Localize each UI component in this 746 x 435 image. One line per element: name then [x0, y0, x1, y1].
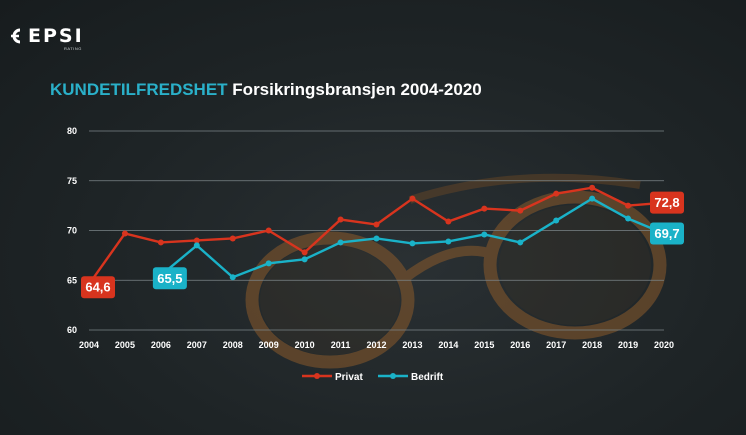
value-callouts: 64,6 72,8 65,5 69,7	[81, 191, 684, 299]
data-point-bedrift	[409, 240, 416, 247]
x-tick-label: 2015	[474, 340, 494, 350]
callout-box-privat-end	[650, 191, 684, 214]
data-point-privat	[409, 195, 416, 202]
y-tick-label: 70	[67, 226, 77, 236]
x-tick-label: 2019	[618, 340, 638, 350]
series-group	[86, 184, 667, 288]
data-point-bedrift	[517, 239, 524, 246]
x-axis: 2004 2005 2006 2007 2008 2009 2010 2011 2012 2013…	[79, 340, 674, 350]
data-point-privat	[517, 207, 524, 214]
data-point-bedrift	[337, 239, 344, 246]
x-tick-label: 2013	[402, 340, 422, 350]
x-tick-label: 2010	[295, 340, 315, 350]
data-point-privat	[157, 239, 164, 246]
chart-title-rest: Forsikringsbransjen 2004-2020	[232, 80, 482, 99]
data-point-bedrift	[265, 260, 272, 267]
x-tick-label: 2009	[259, 340, 279, 350]
data-point-privat	[193, 237, 200, 244]
data-point-bedrift	[625, 215, 632, 222]
data-point-privat	[589, 184, 596, 191]
x-tick-label: 2005	[115, 340, 135, 350]
data-point-bedrift	[553, 217, 560, 224]
data-point-privat	[301, 249, 308, 256]
callout-box-bedrift-end	[650, 222, 684, 245]
data-point-privat	[481, 205, 488, 212]
x-tick-label: 2018	[582, 340, 602, 350]
callout-box-privat-start	[81, 276, 115, 299]
epsi-logo: EPSI RATING	[8, 25, 84, 51]
legend-marker-privat	[314, 373, 320, 379]
data-point-bedrift	[229, 274, 236, 281]
data-point-bedrift	[301, 256, 308, 263]
chart-title: KUNDETILFREDSHET Forsikringsbransjen 200…	[50, 80, 482, 100]
callout-label-bedrift-end: 69,7	[654, 226, 679, 241]
logo-icon	[11, 28, 21, 44]
data-point-bedrift	[373, 235, 380, 242]
data-point-privat	[553, 190, 560, 197]
legend-marker-bedrift	[390, 373, 396, 379]
data-point-privat	[265, 227, 272, 234]
data-point-privat	[121, 230, 128, 237]
callout-label-privat-start: 64,6	[85, 280, 110, 295]
x-tick-label: 2004	[79, 340, 99, 350]
x-tick-label: 2007	[187, 340, 207, 350]
legend: Privat Bedrift	[302, 372, 444, 383]
data-point-privat	[337, 216, 344, 223]
x-tick-label: 2006	[151, 340, 171, 350]
logo-wordmark: EPSI	[28, 25, 84, 47]
y-axis: 60 65 70 75 80	[67, 126, 77, 335]
data-point-bedrift	[481, 231, 488, 238]
callout-label-bedrift-start: 65,5	[157, 271, 182, 286]
x-tick-label: 2012	[366, 340, 386, 350]
legend-label-bedrift: Bedrift	[411, 372, 444, 383]
y-tick-label: 75	[67, 176, 77, 186]
data-point-bedrift	[589, 195, 596, 202]
legend-label-privat: Privat	[335, 372, 363, 383]
callout-label-privat-end: 72,8	[654, 195, 679, 210]
data-point-bedrift	[445, 238, 452, 245]
x-tick-label: 2020	[654, 340, 674, 350]
glasses-background-image	[245, 173, 667, 369]
y-tick-label: 65	[67, 275, 77, 285]
data-point-privat	[445, 218, 452, 225]
x-tick-label: 2011	[331, 340, 351, 350]
chart-title-accent: KUNDETILFREDSHET	[50, 80, 228, 99]
data-point-privat	[229, 235, 236, 242]
x-tick-label: 2017	[546, 340, 566, 350]
callout-box-bedrift-start	[152, 267, 187, 290]
data-point-privat	[373, 221, 380, 228]
data-point-privat	[625, 202, 632, 209]
y-tick-label: 60	[67, 325, 77, 335]
logo-subtext: RATING	[64, 46, 82, 51]
data-point-bedrift	[193, 242, 200, 249]
y-tick-label: 80	[67, 126, 77, 136]
x-tick-label: 2008	[223, 340, 243, 350]
x-tick-label: 2014	[438, 340, 458, 350]
x-tick-label: 2016	[510, 340, 530, 350]
